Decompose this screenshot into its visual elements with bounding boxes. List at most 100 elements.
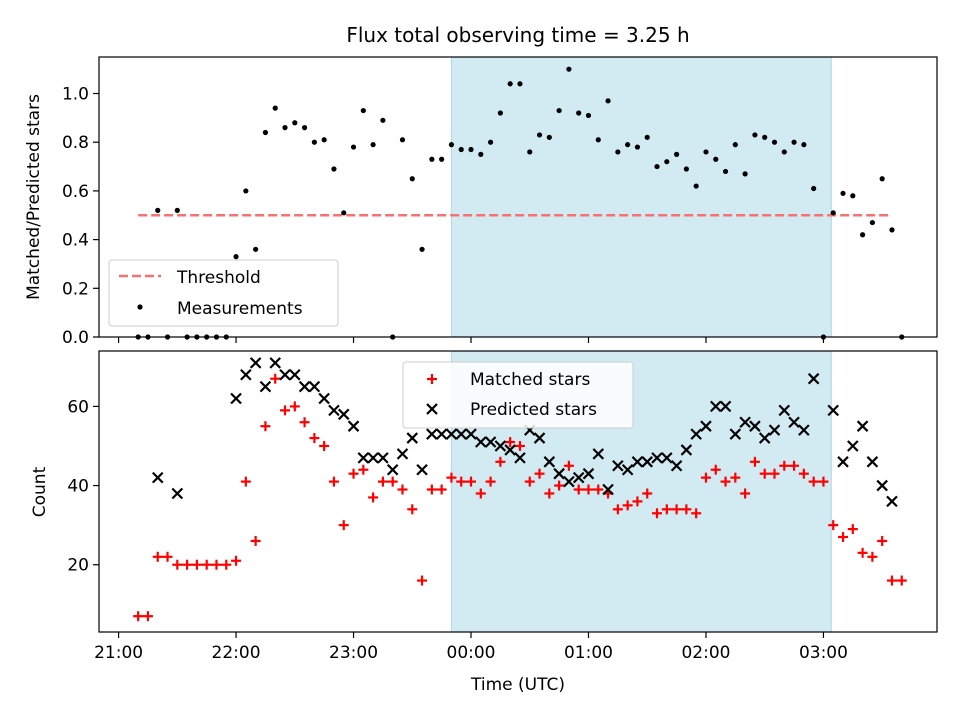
predicted-stars-point: [582, 467, 595, 480]
predicted-stars-point: [533, 432, 546, 444]
matched-stars-point: [152, 551, 163, 562]
measurement-point: [859, 232, 866, 238]
matched-stars-point: [769, 468, 780, 479]
measurement-point: [331, 166, 337, 172]
matched-stars-point: [182, 559, 193, 570]
threshold-legend-label: Threshold: [176, 268, 261, 288]
predicted-stars-point: [876, 479, 888, 492]
matched-stars-point: [260, 421, 271, 432]
predicted-stars-point: [553, 467, 565, 480]
matched-stars-point: [867, 551, 878, 562]
predicted-stars-point: [367, 452, 379, 464]
y-tick-label: 0.0: [62, 328, 89, 348]
matched-stars-point: [534, 468, 545, 479]
predicted-stars-point: [621, 463, 634, 476]
predicted-stars-point: [788, 416, 800, 429]
predicted-stars-point: [230, 392, 242, 405]
measurement-point: [321, 137, 327, 143]
matched-stars-point: [475, 488, 486, 499]
predicted-stars-point: [328, 404, 340, 417]
measurement-point: [272, 105, 278, 111]
matched-stars-point: [622, 500, 633, 511]
y-tick-label: 0.8: [62, 133, 89, 153]
measurement-point: [732, 142, 738, 148]
predicted-stars-point: [866, 456, 879, 468]
predicted-stars-point: [856, 420, 869, 432]
predicted-stars-point: [749, 420, 761, 432]
measurement-point: [370, 142, 376, 148]
matched-stars-point: [133, 611, 144, 622]
matched-stars-point: [554, 480, 565, 491]
matched-stars-point: [446, 472, 457, 483]
measurement-point: [341, 210, 347, 216]
measurement-point: [673, 151, 680, 157]
bottom-plot-frame: [98, 350, 938, 633]
predicted-stars-point: [494, 440, 507, 452]
matched-stars-point: [896, 575, 907, 586]
bottom-y-axis: 20 40 60: [67, 397, 99, 576]
measurement-point: [781, 149, 787, 155]
predicted-stars-point: [249, 357, 262, 369]
measurement-point: [536, 132, 543, 138]
measurement-point: [644, 134, 650, 140]
matched-stars-point: [612, 504, 623, 515]
x-tick-label: 21:00: [94, 643, 143, 663]
matched-stars-point: [280, 405, 291, 416]
matched-stars-point: [563, 460, 574, 471]
predicted-stars-point: [847, 440, 859, 452]
top-y-axis: 0.0 0.2 0.4 0.6 0.8 1.0: [62, 85, 99, 348]
predicted-stars-point: [347, 420, 360, 432]
measurement-point: [439, 156, 445, 162]
measurement-point: [654, 163, 660, 170]
matched-stars-point: [358, 464, 369, 475]
matched-stars-point: [710, 464, 721, 475]
matched-stars-point: [642, 488, 653, 499]
matched-stars-point: [426, 484, 437, 495]
bottom-legend-box: [402, 361, 634, 429]
measurements-legend-label: Measurements: [177, 299, 303, 319]
predicted-stars-point: [563, 475, 575, 488]
predicted-stars-point: [670, 459, 683, 472]
x-tick-label: 01:00: [564, 643, 613, 663]
predicted-stars-point: [641, 456, 654, 468]
matched-stars-point: [691, 508, 702, 519]
predicted-stars-point: [543, 456, 556, 468]
measurement-point: [683, 166, 689, 172]
matched-stars-point: [162, 551, 173, 562]
predicted-stars-point: [768, 424, 781, 436]
matched-stars-point: [828, 520, 839, 531]
measurement-point: [703, 149, 709, 155]
matched-stars-point: [838, 532, 849, 543]
x-axis-label: Time (UTC): [470, 675, 565, 695]
predicted-stars-point: [807, 372, 820, 385]
predicted-stars-legend-label: Predicted stars: [470, 400, 597, 420]
top-legend: Threshold Measurements: [108, 259, 339, 327]
measurement-point: [713, 156, 719, 162]
predicted-stars-point: [465, 428, 477, 440]
matched-stars-point: [172, 559, 183, 570]
predicted-stars-point: [514, 452, 526, 464]
y-tick-label: 0.6: [62, 182, 89, 202]
bottom-y-axis-label: Count: [30, 466, 50, 517]
predicted-stars-point: [396, 448, 409, 460]
predicted-stars-point: [837, 456, 849, 468]
predicted-stars-point: [308, 380, 321, 393]
top-x-ticks: [117, 337, 825, 343]
matched-stars-point: [485, 476, 496, 487]
matched-stars-point: [495, 456, 506, 467]
predicted-stars-point: [572, 471, 585, 484]
measurement-point: [605, 98, 611, 104]
matched-stars-point: [319, 440, 330, 451]
measurement-point: [478, 151, 484, 157]
predicted-stars-point: [435, 428, 448, 440]
measurement-point: [468, 146, 474, 153]
matched-stars-point: [231, 555, 242, 566]
matched-stars-point: [142, 611, 153, 622]
predicted-stars-point: [798, 424, 810, 436]
matched-stars-point: [652, 508, 663, 519]
matched-stars-point: [681, 504, 692, 515]
bottom-x-axis: 21:00 22:00 23:00 00:00 01:00 02:00 03:00: [94, 632, 848, 663]
matched-stars-point: [886, 575, 897, 586]
predicted-stars-point: [475, 436, 487, 448]
